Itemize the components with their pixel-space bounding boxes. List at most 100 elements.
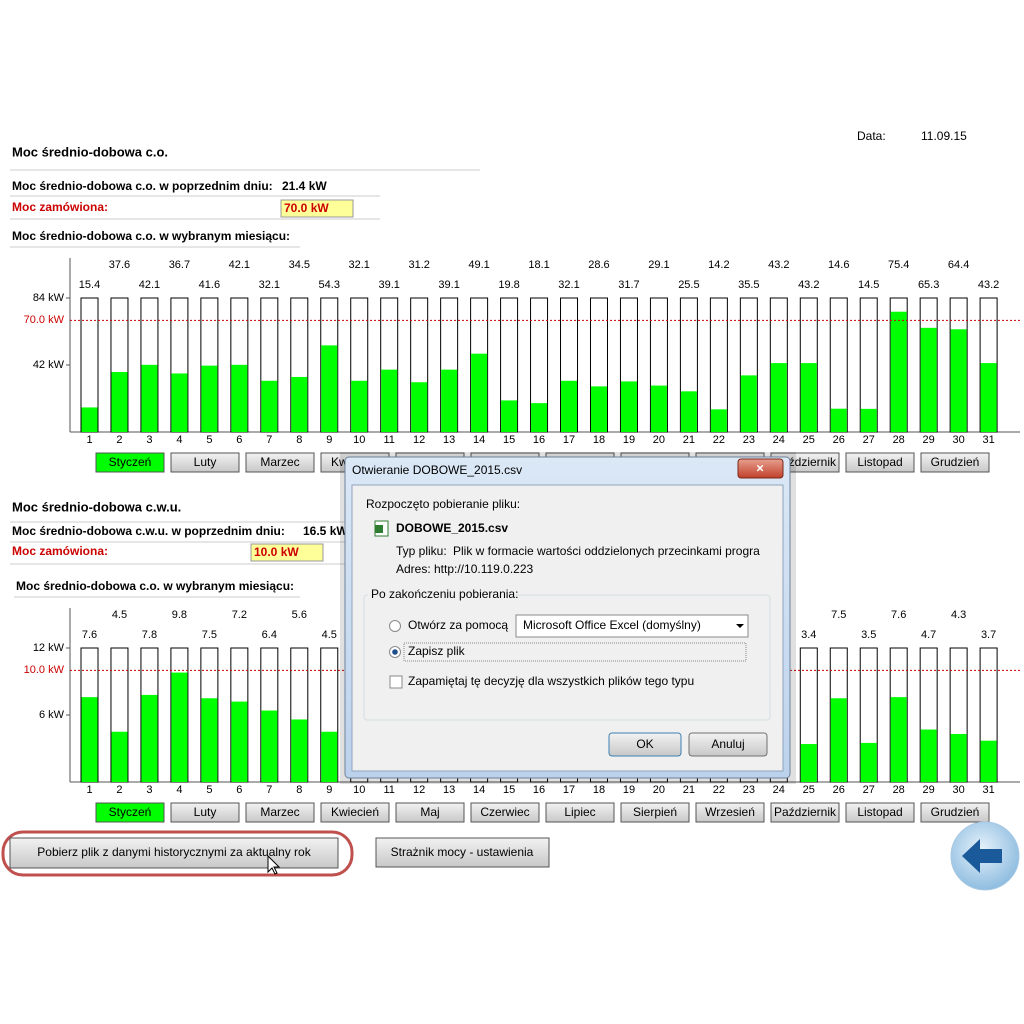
ordered-input[interactable] bbox=[250, 543, 324, 562]
month-button-label: Grudzień bbox=[931, 805, 980, 819]
value-label: 14.5 bbox=[858, 279, 879, 291]
month-button[interactable] bbox=[920, 452, 990, 473]
month-button[interactable] bbox=[545, 802, 615, 823]
month-button[interactable] bbox=[695, 802, 765, 823]
value-label: 41.6 bbox=[199, 279, 220, 291]
month-button-label: Luty bbox=[194, 455, 217, 469]
x-tick-label: 24 bbox=[773, 434, 785, 446]
type-value: Plik w formacie wartości oddzielonych pr… bbox=[453, 544, 760, 558]
ordered-label: Moc zamówiona: bbox=[12, 544, 108, 558]
x-tick-label: 28 bbox=[893, 784, 905, 796]
bar bbox=[710, 409, 727, 432]
x-tick-label: 26 bbox=[833, 784, 845, 796]
month-button-label: Styczeń bbox=[109, 455, 152, 469]
month-button[interactable] bbox=[245, 802, 315, 823]
month-button[interactable] bbox=[845, 452, 915, 473]
y-tick-label: 84 kW bbox=[33, 292, 65, 304]
ordered-label: Moc zamówiona: bbox=[12, 200, 108, 214]
download-button[interactable] bbox=[9, 837, 339, 869]
bar bbox=[351, 380, 368, 432]
bar bbox=[650, 385, 667, 432]
x-tick-label: 26 bbox=[833, 434, 845, 446]
bar bbox=[81, 697, 98, 782]
value-label: 43.2 bbox=[768, 259, 789, 271]
month-button-label: Luty bbox=[194, 805, 217, 819]
month-button[interactable] bbox=[95, 452, 165, 473]
value-label: 14.6 bbox=[828, 259, 849, 271]
month-button-label: Lipiec bbox=[564, 805, 595, 819]
value-label: 35.5 bbox=[738, 279, 759, 291]
month-button[interactable] bbox=[845, 802, 915, 823]
y-tick-label: 42 kW bbox=[33, 359, 65, 371]
bar bbox=[920, 729, 937, 782]
x-tick-label: 6 bbox=[236, 434, 242, 446]
bar bbox=[231, 364, 248, 432]
value-label: 31.7 bbox=[618, 279, 639, 291]
guard-button[interactable] bbox=[375, 837, 550, 868]
x-tick-label: 3 bbox=[146, 434, 152, 446]
x-tick-label: 13 bbox=[443, 434, 455, 446]
x-tick-label: 15 bbox=[503, 434, 515, 446]
address-value: http://10.119.0.223 bbox=[434, 562, 534, 576]
ok-button[interactable] bbox=[608, 732, 682, 757]
x-tick-label: 22 bbox=[713, 434, 725, 446]
month-label: Moc średnio-dobowa c.o. w wybranym miesi… bbox=[16, 579, 294, 593]
bar bbox=[291, 719, 308, 782]
close-button[interactable] bbox=[737, 458, 784, 479]
value-label: 6.4 bbox=[262, 629, 277, 641]
value-label: 36.7 bbox=[169, 259, 190, 271]
cursor bbox=[267, 854, 281, 875]
value-label: 31.2 bbox=[408, 259, 429, 271]
x-tick-label: 20 bbox=[653, 784, 665, 796]
ordered-input[interactable] bbox=[280, 199, 354, 218]
month-button[interactable] bbox=[620, 802, 690, 823]
date-label: Data: bbox=[857, 129, 886, 143]
dialog-intro: Rozpoczęto pobieranie pliku: bbox=[366, 497, 520, 511]
month-button[interactable] bbox=[920, 802, 990, 823]
bar bbox=[471, 353, 488, 432]
month-button-label: Kwiecień bbox=[331, 805, 379, 819]
month-button[interactable] bbox=[245, 452, 315, 473]
x-tick-label: 19 bbox=[623, 434, 635, 446]
highlight-ring bbox=[1, 830, 354, 877]
month-button[interactable] bbox=[470, 802, 540, 823]
x-tick-label: 7 bbox=[266, 434, 272, 446]
remember-checkbox[interactable] bbox=[389, 675, 403, 689]
x-tick-label: 8 bbox=[296, 784, 302, 796]
month-button[interactable] bbox=[320, 802, 390, 823]
month-button[interactable] bbox=[95, 802, 165, 823]
cancel-button[interactable] bbox=[688, 732, 768, 757]
month-button[interactable] bbox=[770, 802, 840, 823]
x-tick-label: 14 bbox=[473, 784, 485, 796]
application-select[interactable] bbox=[515, 614, 749, 638]
section-title: Moc średnio-dobowa c.o. bbox=[12, 144, 168, 159]
remember-label: Zapamiętaj tę decyzję dla wszystkich pli… bbox=[408, 674, 694, 688]
bar bbox=[231, 701, 248, 782]
month-button-label: Czerwiec bbox=[480, 805, 529, 819]
month-button[interactable] bbox=[170, 802, 240, 823]
value-label: 4.5 bbox=[322, 629, 337, 641]
save-radio-dot bbox=[392, 649, 398, 655]
month-button-label: Listopad bbox=[857, 805, 902, 819]
bar bbox=[501, 400, 518, 432]
x-tick-label: 30 bbox=[953, 784, 965, 796]
focus-rect bbox=[403, 642, 747, 662]
ok-label: OK bbox=[636, 737, 653, 751]
bar bbox=[830, 698, 847, 782]
open-radio[interactable] bbox=[389, 620, 401, 632]
x-tick-label: 3 bbox=[146, 784, 152, 796]
x-tick-label: 11 bbox=[383, 434, 394, 446]
address-label: Adres: bbox=[396, 562, 431, 576]
bar bbox=[860, 742, 877, 782]
bar bbox=[171, 672, 188, 782]
month-button-label: Styczeń bbox=[109, 805, 152, 819]
value-label: 43.2 bbox=[978, 279, 999, 291]
bar bbox=[261, 380, 278, 432]
x-tick-label: 27 bbox=[863, 434, 875, 446]
x-tick-label: 17 bbox=[563, 434, 575, 446]
select-arrow bbox=[736, 624, 744, 628]
month-button-label: Maj bbox=[420, 805, 439, 819]
month-button[interactable] bbox=[170, 452, 240, 473]
value-label: 19.8 bbox=[498, 279, 519, 291]
month-button[interactable] bbox=[395, 802, 465, 823]
